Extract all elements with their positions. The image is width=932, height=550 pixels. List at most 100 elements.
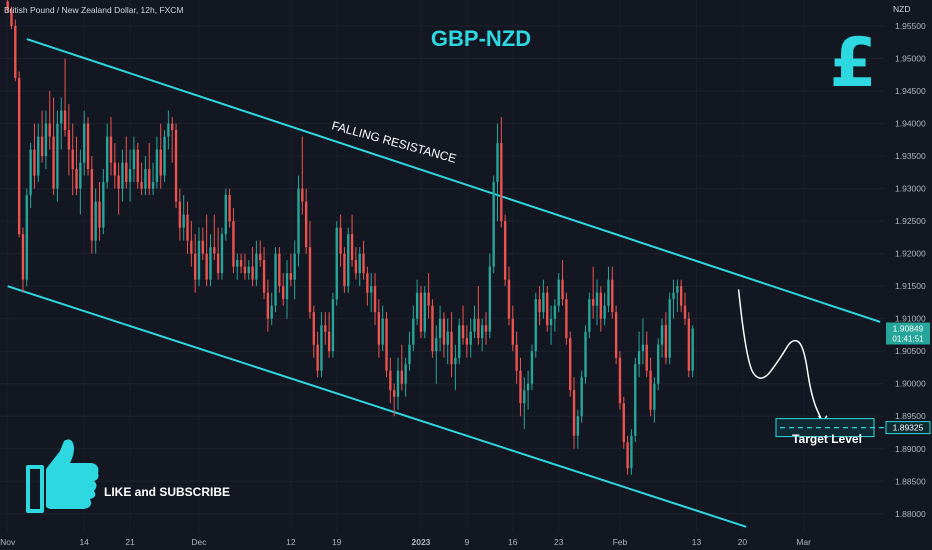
- candle-body: [549, 318, 553, 326]
- x-tick-label: 19: [332, 537, 342, 547]
- current-price-text: 1.90849: [893, 324, 924, 334]
- candle-body: [308, 247, 312, 313]
- pair-title: GBP-NZD: [431, 26, 531, 51]
- grid: [0, 25, 884, 515]
- candle-body: [396, 370, 400, 397]
- candle-body: [25, 195, 28, 280]
- candle-body: [98, 201, 101, 228]
- candle-body: [679, 286, 683, 306]
- candle-body: [576, 416, 580, 436]
- candle-body: [515, 344, 518, 371]
- current-price-tag: [886, 322, 930, 345]
- candle-body: [373, 286, 377, 313]
- candle-body: [469, 331, 472, 345]
- candle-body: [634, 364, 637, 436]
- thumbs-up-icon[interactable]: [26, 439, 99, 513]
- candle-body: [171, 123, 174, 131]
- y-tick-label: 1.94000: [895, 119, 926, 129]
- candle-body: [676, 286, 679, 293]
- candle-body: [591, 299, 595, 306]
- candle-body: [607, 279, 610, 306]
- candle-body: [297, 188, 300, 254]
- candle-body: [239, 260, 243, 267]
- candle-body: [484, 325, 488, 332]
- candle-body: [247, 266, 250, 274]
- candle-body: [102, 182, 105, 228]
- candle-body: [335, 227, 338, 300]
- candle-body: [144, 169, 147, 189]
- candle-body: [370, 286, 373, 293]
- candle-body: [21, 234, 25, 280]
- candle-body: [477, 318, 480, 339]
- candle-body: [278, 253, 281, 287]
- candle-body: [450, 331, 453, 365]
- candle-body: [213, 247, 216, 254]
- candle-body: [327, 331, 331, 352]
- candle-body: [683, 305, 687, 319]
- candle-body: [209, 247, 212, 280]
- projection-curve: [737, 289, 824, 424]
- candle-body: [324, 325, 327, 332]
- candle-body: [132, 149, 136, 170]
- candle-body: [48, 123, 51, 137]
- x-tick-label: Mar: [796, 537, 811, 547]
- y-tick-label: 1.89500: [895, 411, 926, 421]
- y-tick-label: 1.90500: [895, 346, 926, 356]
- x-tick-label: 23: [554, 537, 564, 547]
- candle-body: [404, 364, 407, 384]
- candle-body: [52, 136, 55, 189]
- candle-body: [381, 318, 384, 345]
- target-price-text: 1.89325: [893, 423, 924, 433]
- candle-body: [243, 266, 247, 274]
- time-axis[interactable]: Nov 14 21 Dec 12 19 2023 9 16 23 Feb 13 20 Mar: [0, 537, 811, 547]
- x-tick-label: 14: [79, 537, 89, 547]
- candle-body: [193, 253, 197, 280]
- candle-body: [140, 182, 143, 189]
- candle-body: [511, 318, 514, 345]
- candle-body: [105, 136, 109, 183]
- x-tick-label: 21: [125, 537, 135, 547]
- candle-body: [431, 305, 434, 352]
- y-tick-label: 1.91000: [895, 314, 926, 324]
- x-tick-label: 13: [692, 537, 702, 547]
- candle-body: [492, 182, 495, 267]
- candle-body: [507, 279, 511, 319]
- candle-body: [255, 253, 258, 280]
- price-axis[interactable]: 1.95500 1.95000 1.94500 1.94000 1.93500 1.930…: [895, 21, 926, 519]
- candle-body: [691, 328, 694, 371]
- candle-body: [546, 292, 549, 326]
- candle-body: [182, 214, 185, 228]
- cta-text[interactable]: LIKE and SUBSCRIBE: [104, 485, 230, 499]
- x-tick-label: 2023: [411, 537, 430, 547]
- candle-body: [488, 266, 492, 332]
- candle-body: [630, 435, 633, 469]
- candle-body: [350, 234, 354, 261]
- candle-body: [94, 201, 97, 241]
- candle-body: [649, 370, 652, 410]
- candle-body: [151, 182, 155, 189]
- candle-body: [40, 136, 44, 157]
- candle-body: [442, 318, 446, 345]
- candle-body: [408, 344, 411, 365]
- candle-body: [128, 169, 132, 183]
- candle-body: [37, 136, 40, 176]
- candle-body: [415, 292, 419, 319]
- target-price-tag: [885, 421, 931, 435]
- candle-body: [163, 136, 166, 176]
- candle-body: [530, 351, 534, 384]
- candle-body: [236, 260, 239, 267]
- candle-body: [29, 149, 32, 196]
- candle-body: [155, 149, 159, 183]
- candle-body: [672, 292, 675, 300]
- candle-body: [637, 351, 641, 365]
- candle-body: [377, 312, 381, 345]
- candle-body: [480, 325, 484, 339]
- candle-body: [304, 201, 308, 248]
- candle-body: [339, 227, 342, 254]
- candle-body: [159, 149, 162, 176]
- candle-body: [262, 260, 266, 293]
- candle-body: [79, 162, 82, 189]
- candle-body: [33, 149, 36, 176]
- candle-body: [136, 149, 139, 183]
